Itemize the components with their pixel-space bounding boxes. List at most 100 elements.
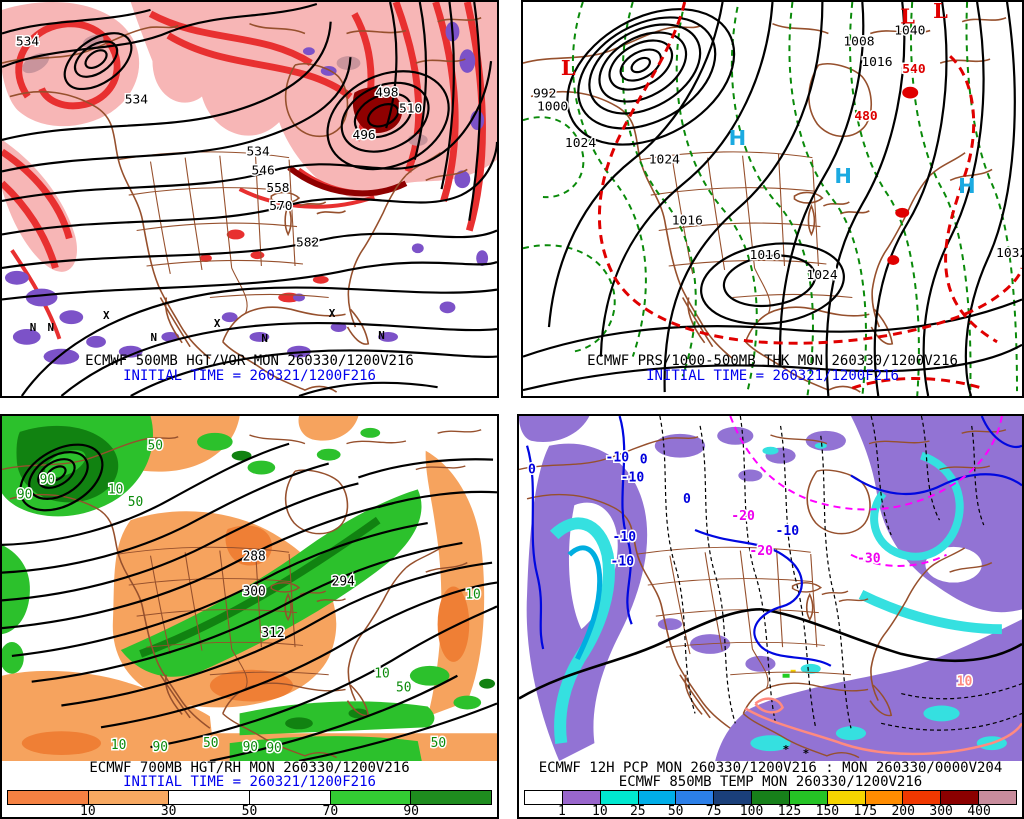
contour-label: 10	[108, 482, 123, 497]
caption-text: ECMWF 700MB HGT/RH MON 260330/1200V216	[89, 760, 410, 776]
contour-label: 534	[16, 34, 40, 49]
colorbar-tick: 400	[967, 804, 991, 819]
colorbar-tick: 300	[929, 804, 953, 819]
colorbar-tick: 75	[705, 804, 722, 819]
caption-text-pcp: ECMWF 12H PCP MON 260330/1200V216 : MON …	[538, 760, 1003, 776]
colorbar-tick: 1	[558, 804, 566, 819]
colorbar-segment	[638, 791, 677, 804]
contour-label: 90	[17, 487, 32, 502]
negative-vorticity-purple-patches	[4, 21, 489, 365]
precip-cyan-shading	[549, 442, 1007, 752]
contour-label: 0	[640, 453, 648, 468]
initial-time-text: INITIAL TIME = 260321/1200F216	[123, 774, 376, 790]
colorbar-tick: 25	[629, 804, 646, 819]
contour-label: 50	[128, 495, 143, 510]
panel-500mb-hgt-vor: 534 534 498 510 496 534 546 558 570 582 N N X N X N X N E…	[0, 0, 499, 398]
contour-label: 50	[431, 736, 446, 751]
red-weather-symbols	[887, 86, 919, 265]
colorbar-tick: 10	[592, 804, 608, 819]
geography-outline	[523, 16, 1007, 393]
colorbar-segment	[789, 791, 828, 804]
contour-label: 0	[683, 492, 691, 507]
contour-label: -20	[731, 509, 755, 524]
critical-thickness-red-dashed	[597, 2, 1022, 390]
contour-label: X	[103, 309, 110, 322]
contour-label: 50	[203, 736, 218, 751]
contour-label: 582	[296, 235, 319, 250]
map-700mb-hgt-rh: 288 294 300 312 90 90 10 50 50 10 10 50 10 90 50 90 90 50	[2, 416, 497, 761]
colorbar-tick: 70	[322, 804, 339, 819]
contour-label: 90	[152, 740, 167, 755]
pcp-colorbar-ticks: 1 10 25 50 75 100 125 150 175 200 300 400	[524, 804, 1017, 819]
contour-label: 1016	[750, 248, 781, 263]
colorbar-segment	[250, 791, 331, 804]
pcp-colorbar-strip	[524, 790, 1017, 805]
panel-mslp-thickness: 992 1000 1024 1024 1016 1016 1024 1008 1016 1040 1…	[521, 0, 1024, 398]
contour-label: -10	[621, 471, 645, 486]
colorbar-segment	[88, 791, 170, 804]
pcp-colorbar: 1 10 25 50 75 100 125 150 175 200 300 400	[519, 790, 1022, 819]
colorbar-tick: 10	[80, 804, 96, 819]
contour-label: 90	[266, 741, 281, 756]
contour-label: -10	[776, 524, 800, 539]
colorbar-segment	[525, 791, 563, 804]
contour-label: X	[214, 317, 221, 330]
contour-label: 1032	[996, 246, 1022, 261]
colorbar-segment	[865, 791, 904, 804]
contour-label: L	[900, 4, 915, 29]
contour-label: H	[958, 174, 976, 198]
contour-label: N	[151, 331, 158, 344]
height-contours-700mb	[2, 442, 497, 761]
contour-label: 480	[854, 109, 877, 124]
temp-zero-line-black	[519, 608, 1022, 700]
contour-label: 1024	[649, 153, 680, 168]
contour-label: -10	[606, 451, 630, 466]
colorbar-segment	[169, 791, 251, 804]
colorbar-tick: 175	[853, 804, 878, 819]
mslp-isobars	[523, 2, 1022, 396]
colorbar-segment	[714, 791, 753, 804]
contour-label: N	[378, 329, 385, 342]
contour-label: 1016	[672, 214, 703, 229]
contour-label: 10	[465, 587, 480, 602]
panel-700mb-hgt-rh: 288 294 300 312 90 90 10 50 50 10 10 50 10 90 50 90 90 50…	[0, 414, 499, 819]
contour-label: 1008	[843, 34, 874, 49]
temp-contours-subzero-dashed	[659, 416, 1022, 731]
colorbar-segment	[330, 791, 412, 804]
rh-colorbar: 10 30 50 70 90	[2, 790, 497, 819]
contour-label: 1016	[861, 55, 892, 70]
temp-plus10-salmon-line	[744, 697, 1022, 756]
precip-purple-shading	[519, 416, 1022, 761]
contour-label: -30	[857, 552, 881, 567]
contour-label: 312	[261, 626, 284, 641]
contour-label: 534	[247, 145, 271, 160]
contour-label: 540	[902, 62, 925, 77]
contour-label: 1024	[565, 136, 596, 151]
panel-pcp-850temp: 0 -10 0 -10 -10 -10 0 -10 -20 -20 -30 10 * * ECMWF 12…	[517, 414, 1024, 819]
colorbar-tick: 125	[777, 804, 802, 819]
temp-contours-magenta-dashed	[729, 416, 1003, 567]
contour-label: 300	[243, 584, 266, 599]
rh-colorbar-ticks: 10 30 50 70 90	[7, 804, 492, 819]
vorticity-dark-core	[352, 87, 403, 134]
colorbar-segment	[562, 791, 601, 804]
vorticity-red-bands	[2, 2, 486, 269]
height-contours-500mb	[2, 2, 497, 396]
rh-colorbar-strip	[7, 790, 492, 805]
colorbar-segment	[752, 791, 790, 804]
contour-label: 498	[375, 86, 398, 101]
contour-label: -10	[611, 555, 635, 570]
contour-label: -20	[749, 544, 773, 559]
contour-label: 570	[269, 199, 292, 214]
contour-label: 294	[332, 575, 355, 590]
contour-label: 10	[957, 675, 973, 690]
caption-text-850temp: ECMWF 850MB TEMP MON 260330/1200V216	[618, 774, 923, 790]
colorbar-tick: 30	[160, 804, 177, 819]
vorticity-dark-arc	[287, 165, 408, 197]
contour-label: 90	[40, 472, 55, 487]
colorbar-tick: 150	[815, 804, 840, 819]
contour-label: 10	[111, 738, 126, 753]
contour-label: 546	[251, 163, 274, 178]
